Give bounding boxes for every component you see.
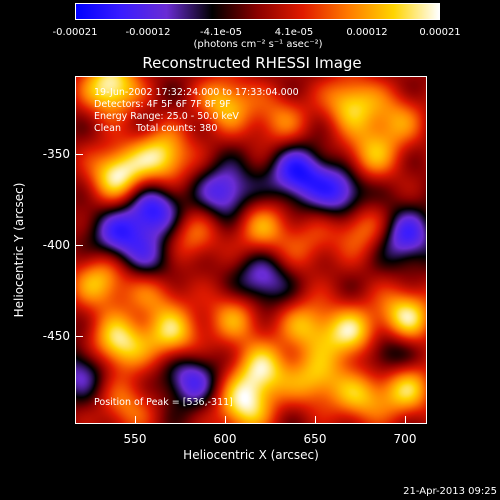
annotation-time-range: 19-Jun-2002 17:32:24.000 to 17:33:04.000 (94, 87, 299, 98)
y-axis-label: Heliocentric Y (arcsec) (12, 182, 26, 318)
colorbar-tick: -4.1e-05 (200, 27, 242, 38)
x-tick-label: 550 (123, 432, 147, 446)
colorbar-tick: -0.00021 (52, 27, 98, 38)
colorbar-unit-label: (photons cm⁻² s⁻¹ asec⁻²) (193, 39, 323, 50)
x-axis-label: Heliocentric X (arcsec) (183, 448, 319, 462)
chart-title: Reconstructed RHESSI Image (142, 54, 362, 72)
annotation-peak-position: Position of Peak = [536,-311] (94, 397, 233, 408)
colorbar-tick: 0.00021 (419, 27, 461, 38)
colorbar (75, 3, 440, 20)
colorbar-tick: -0.00012 (125, 27, 171, 38)
x-tick-label: 600 (213, 432, 237, 446)
heatmap-image (75, 76, 427, 424)
y-tick-mark (75, 336, 83, 337)
annotation-counts: Clean Total counts: 380 (94, 123, 218, 134)
annotation-energy-range: Energy Range: 25.0 - 50.0 keV (94, 111, 239, 122)
x-tick-mark (315, 416, 316, 424)
x-tick-mark (405, 416, 406, 424)
y-tick-label: -400 (42, 238, 70, 252)
x-tick-mark (135, 416, 136, 424)
timestamp: 21-Apr-2013 09:25 (403, 486, 497, 497)
colorbar-tick: 0.00012 (346, 27, 388, 38)
colorbar-tick: 4.1e-05 (274, 27, 314, 38)
y-tick-mark (75, 245, 83, 246)
x-tick-mark (225, 416, 226, 424)
y-tick-mark (75, 154, 83, 155)
x-tick-label: 650 (303, 432, 327, 446)
y-tick-label: -350 (42, 147, 70, 161)
annotation-detectors: Detectors: 4F 5F 6F 7F 8F 9F (94, 99, 231, 110)
y-tick-label: -450 (42, 329, 70, 343)
x-tick-label: 700 (393, 432, 417, 446)
